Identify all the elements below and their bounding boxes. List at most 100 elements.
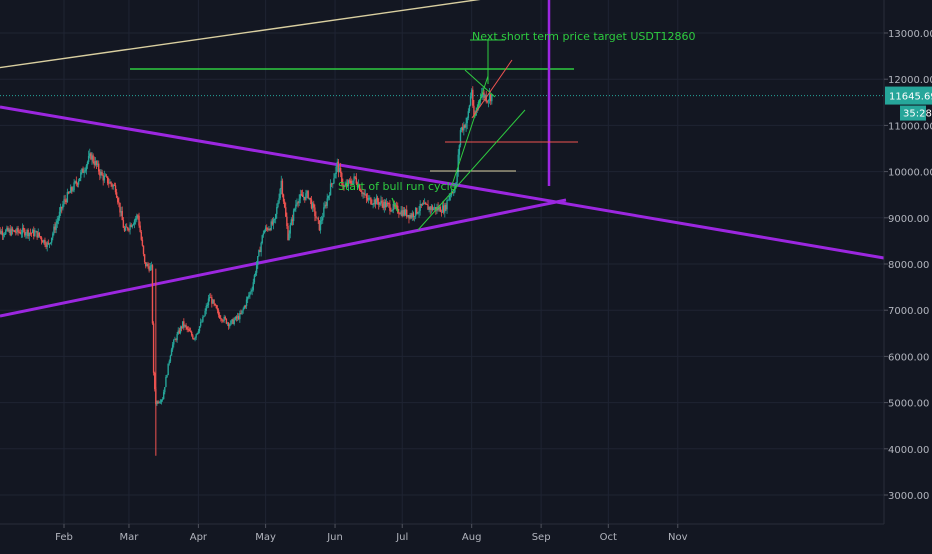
candle <box>158 400 160 404</box>
candle <box>103 170 106 183</box>
candle <box>7 226 9 233</box>
candle <box>370 197 372 205</box>
candle <box>297 201 299 208</box>
candle <box>33 226 35 240</box>
candle <box>398 209 400 218</box>
time-axis-panel[interactable] <box>0 524 932 550</box>
annotation-target: Next short term price target USDT12860 <box>472 30 696 43</box>
candle <box>360 188 362 193</box>
candle <box>171 342 174 352</box>
candle <box>78 178 81 182</box>
candle <box>246 296 249 304</box>
candle <box>270 219 272 231</box>
candle <box>119 202 121 217</box>
candle <box>409 213 411 220</box>
candle <box>89 148 91 159</box>
candle <box>467 108 470 121</box>
candle <box>426 203 428 205</box>
candle <box>28 232 30 241</box>
candle <box>468 104 471 113</box>
candle <box>267 227 269 232</box>
candle <box>5 228 7 235</box>
candle <box>388 202 390 208</box>
candle <box>81 168 83 175</box>
candle <box>167 363 169 376</box>
candle <box>10 226 13 237</box>
candle <box>20 229 23 238</box>
candle <box>262 230 265 238</box>
candle <box>242 307 244 314</box>
candle <box>319 217 322 234</box>
candle <box>301 189 304 198</box>
candle <box>145 262 147 269</box>
candle <box>129 222 131 235</box>
candle <box>264 225 267 233</box>
candle <box>128 228 130 233</box>
candle <box>365 193 368 204</box>
candle <box>147 261 149 269</box>
candle <box>348 178 351 184</box>
candle <box>332 182 334 189</box>
candle <box>198 326 201 334</box>
candle <box>418 206 420 218</box>
candle <box>371 199 373 206</box>
candle <box>307 189 309 200</box>
bull-run-arrow <box>391 197 399 213</box>
candle <box>27 228 29 239</box>
candle <box>180 325 183 332</box>
candle <box>457 149 459 177</box>
candle <box>19 228 22 235</box>
candle <box>74 180 76 185</box>
candle <box>190 330 193 337</box>
candle <box>159 399 162 404</box>
price-tick-label: 4000.00 <box>888 445 929 456</box>
candle <box>231 318 233 324</box>
candle <box>472 86 474 108</box>
candle <box>298 194 300 207</box>
candle <box>194 336 196 342</box>
candle <box>460 126 463 133</box>
candle <box>11 226 14 235</box>
countdown-label: 35:28 <box>903 109 932 120</box>
candle <box>291 214 294 226</box>
candle <box>444 202 446 218</box>
candle <box>367 195 370 204</box>
candle <box>177 327 179 335</box>
price-tick-label: 3000.00 <box>888 491 929 502</box>
candle <box>326 193 328 209</box>
candle <box>391 209 393 213</box>
candle <box>68 191 71 194</box>
candle <box>216 305 219 314</box>
time-tick-label: Oct <box>600 532 617 543</box>
candle <box>212 299 214 304</box>
candle <box>257 255 259 269</box>
candle <box>486 100 489 104</box>
candle <box>187 326 190 333</box>
candle <box>421 202 424 206</box>
candle <box>354 176 356 180</box>
candle <box>221 318 223 324</box>
candle <box>164 387 166 395</box>
candle <box>188 327 191 332</box>
candle <box>249 291 251 299</box>
candle <box>269 227 271 232</box>
candle <box>329 179 332 196</box>
candle <box>304 196 306 203</box>
time-tick-label: May <box>255 532 276 543</box>
candle <box>220 315 222 322</box>
candle <box>276 203 278 219</box>
candle <box>55 219 57 234</box>
candle <box>336 158 338 173</box>
candle <box>372 203 374 209</box>
candle <box>305 189 307 201</box>
candle <box>290 217 293 226</box>
candle <box>226 321 229 326</box>
candle <box>273 218 276 223</box>
candle <box>414 207 417 220</box>
candle <box>165 375 167 388</box>
candle <box>120 206 122 217</box>
candle <box>197 328 200 335</box>
candle <box>96 160 99 167</box>
